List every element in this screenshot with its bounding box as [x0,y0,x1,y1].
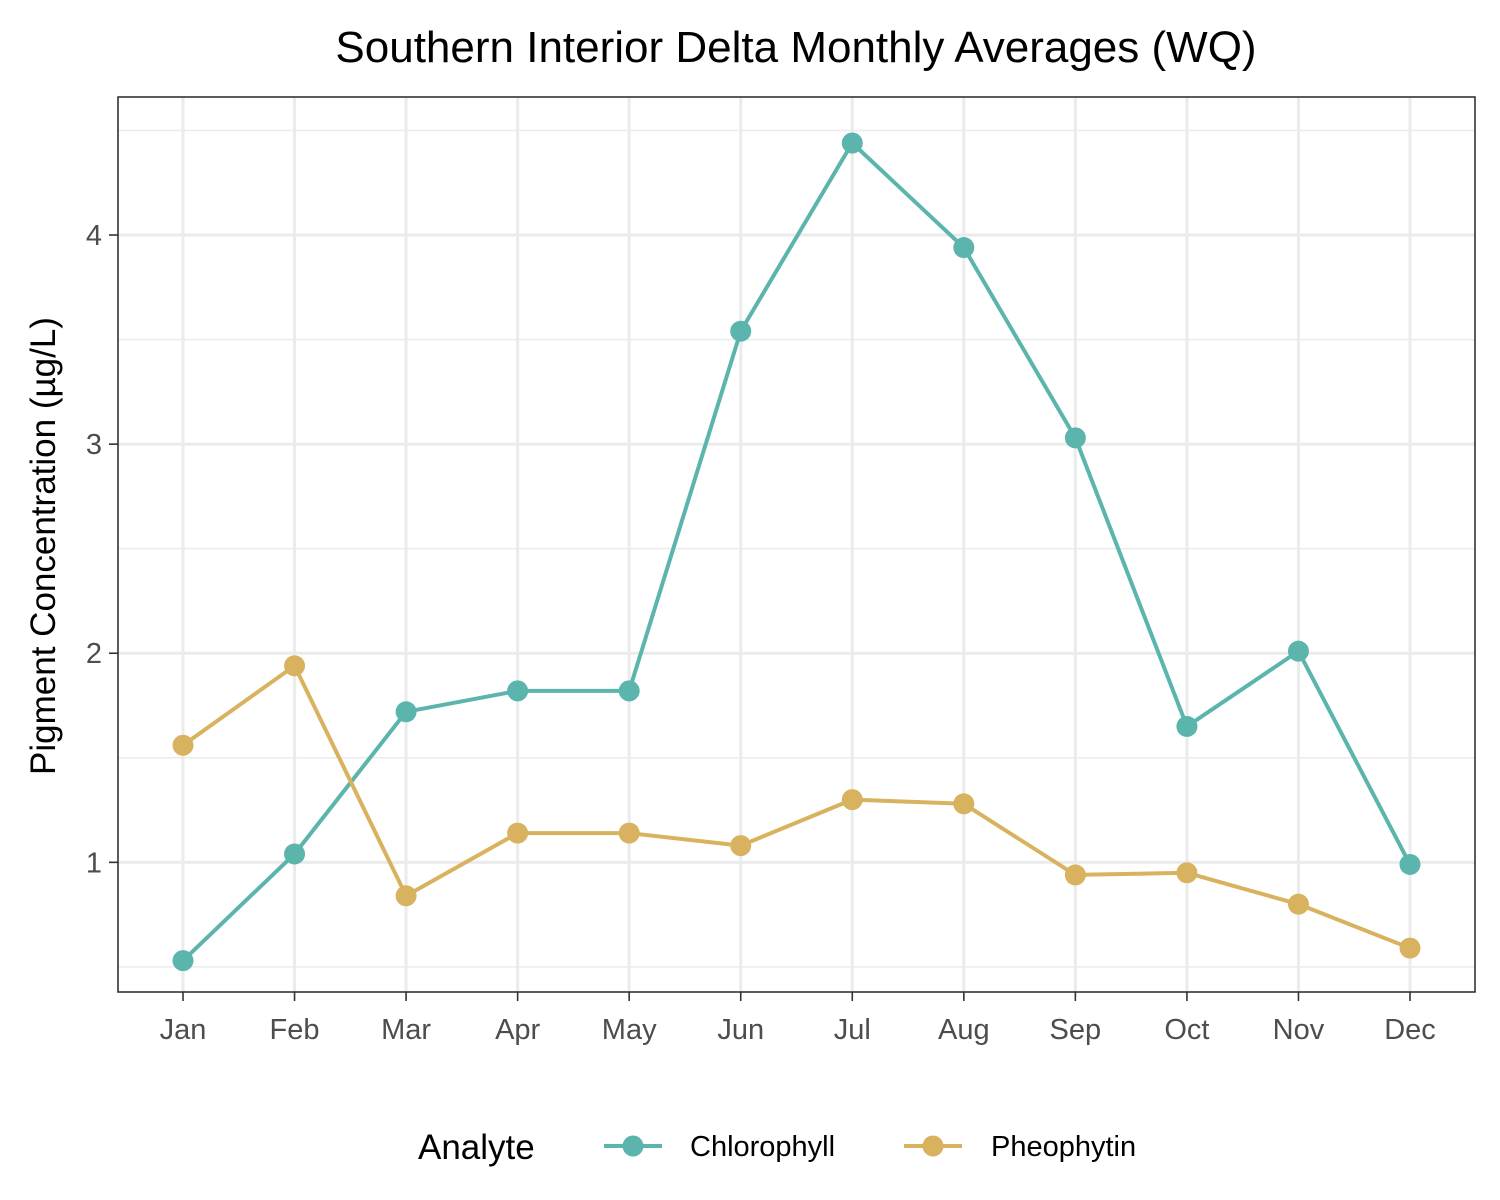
legend-title: Analyte [418,1128,535,1167]
x-tick-label: May [602,1014,657,1046]
pheophytin-point [172,734,194,756]
x-tick-label: Sep [1050,1014,1102,1046]
x-tick-label: Jun [717,1014,764,1046]
pheophytin-point [841,789,863,811]
pheophytin-point [730,835,752,857]
x-tick-label: Mar [381,1014,431,1046]
chlorophyll-point [395,701,417,723]
legend: Analyte Chlorophyll Pheophytin [418,1128,1136,1167]
y-axis-title: Pigment Concentration (µg/L) [24,317,63,775]
pheophytin-point [1064,864,1086,886]
y-tick-label: 2 [86,638,102,670]
chlorophyll-point [618,680,640,702]
x-tick-label: Jul [834,1014,871,1046]
plot-border [117,96,1476,993]
x-tick-label: Oct [1164,1014,1209,1046]
x-tick-label: Apr [495,1014,540,1046]
pheophytin-point [1399,937,1421,959]
chlorophyll-point [1287,640,1309,662]
y-tick-label: 3 [86,429,102,461]
plot-area [118,97,1475,992]
pheophytin-point [507,822,529,844]
y-tick-label: 1 [86,847,102,879]
pheophytin-point [1176,862,1198,884]
pheophytin-point [395,885,417,907]
x-tick-label: Nov [1273,1014,1325,1046]
chart-title: Southern Interior Delta Monthly Averages… [335,23,1256,72]
chlorophyll-point [1064,427,1086,449]
axes: 1 2 3 4 Jan Feb Mar Apr May Jun Jul Aug Sep Oct Nov Dec [86,220,1436,1046]
chlorophyll-legend-marker [622,1135,644,1157]
chlorophyll-point [1399,853,1421,875]
x-tick-label: Jan [160,1014,207,1046]
chlorophyll-point [507,680,529,702]
chlorophyll-point [841,132,863,154]
x-tick-label: Feb [270,1014,320,1046]
x-tick-label: Aug [938,1014,990,1046]
chlorophyll-point [284,843,306,865]
pheophytin-point [1287,893,1309,915]
series-layer [172,132,1421,972]
pheophytin-point [618,822,640,844]
pheophytin-point [284,655,306,677]
pheophytin-legend-label: Pheophytin [991,1131,1136,1163]
pheophytin-point [953,793,975,815]
chlorophyll-legend-label: Chlorophyll [690,1131,835,1163]
chlorophyll-point [1176,715,1198,737]
chlorophyll-point [172,950,194,972]
y-tick-label: 4 [86,220,102,252]
chlorophyll-point [730,320,752,342]
pheophytin-line [181,663,1412,951]
x-tick-label: Dec [1384,1014,1436,1046]
pheophytin-legend-marker [922,1135,944,1157]
chlorophyll-point [953,237,975,259]
chlorophyll-line [181,141,1412,963]
